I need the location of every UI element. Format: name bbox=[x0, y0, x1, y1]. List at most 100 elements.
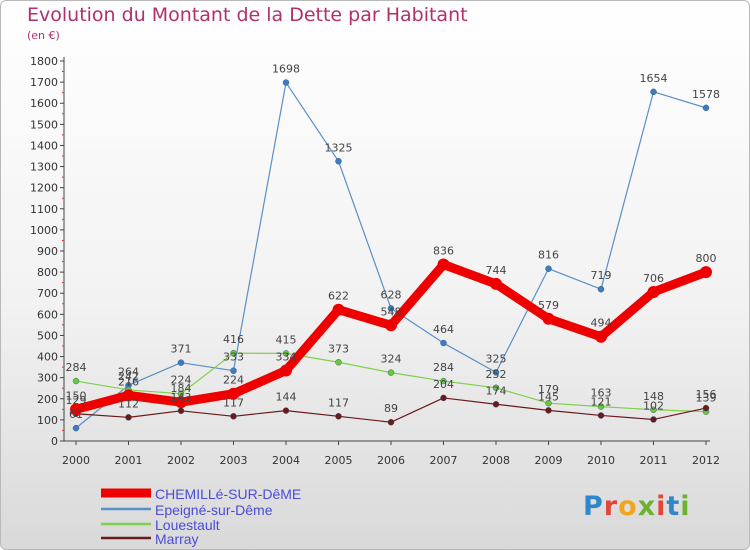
data-point bbox=[702, 104, 710, 112]
legend-label: Louestault bbox=[155, 517, 220, 533]
proxiti-logo: Proxiti bbox=[583, 491, 691, 522]
data-label: 112 bbox=[118, 397, 139, 410]
x-tick-label: 2008 bbox=[482, 454, 510, 467]
y-tick-label: 1600 bbox=[30, 97, 58, 110]
data-point bbox=[545, 407, 552, 414]
x-tick-label: 2007 bbox=[430, 454, 458, 467]
logo-letter: t bbox=[666, 491, 681, 522]
x-tick-label: 2005 bbox=[325, 454, 353, 467]
data-label: 416 bbox=[223, 333, 244, 346]
data-label: 836 bbox=[433, 245, 454, 258]
y-tick-label: 900 bbox=[37, 245, 58, 258]
data-point bbox=[597, 412, 605, 419]
data-point bbox=[440, 339, 447, 347]
data-label: 1654 bbox=[640, 72, 668, 85]
legend-label: Epeigné-sur-Dême bbox=[155, 502, 273, 518]
y-tick-label: 100 bbox=[37, 414, 58, 427]
data-point bbox=[122, 389, 135, 402]
data-label: 284 bbox=[433, 361, 454, 374]
y-tick-label: 0 bbox=[51, 435, 58, 448]
data-label: 204 bbox=[433, 378, 454, 391]
data-point bbox=[702, 404, 710, 412]
data-point bbox=[647, 285, 660, 298]
data-point bbox=[282, 350, 290, 357]
data-point bbox=[282, 407, 290, 414]
data-point bbox=[387, 369, 395, 376]
data-label: 252 bbox=[486, 368, 507, 381]
data-label: 179 bbox=[538, 383, 559, 396]
data-point bbox=[700, 266, 712, 279]
y-tick-label: 1400 bbox=[30, 139, 58, 152]
data-label: 148 bbox=[643, 390, 664, 403]
data-label: 89 bbox=[384, 402, 398, 415]
data-label: 224 bbox=[171, 374, 192, 387]
x-tick-label: 2006 bbox=[377, 454, 405, 467]
data-point bbox=[387, 305, 395, 312]
data-point bbox=[492, 401, 500, 408]
data-label: 816 bbox=[538, 249, 559, 262]
data-point bbox=[545, 400, 552, 407]
data-label: 184 bbox=[171, 382, 192, 395]
y-tick-label: 200 bbox=[37, 393, 58, 406]
data-point bbox=[650, 416, 657, 423]
data-label: 464 bbox=[433, 323, 454, 336]
data-label: 174 bbox=[486, 384, 507, 397]
data-label: 548 bbox=[381, 305, 402, 318]
data-point bbox=[595, 330, 607, 343]
data-point bbox=[597, 403, 605, 410]
x-tick-label: 2012 bbox=[692, 454, 720, 467]
y-tick-label: 400 bbox=[37, 351, 58, 364]
data-point bbox=[230, 413, 237, 420]
data-point bbox=[440, 377, 447, 385]
data-point bbox=[385, 319, 397, 332]
data-label: 102 bbox=[643, 399, 664, 412]
chart-title: Evolution du Montant de la Dette par Hab… bbox=[27, 4, 468, 26]
data-point bbox=[230, 367, 237, 374]
data-point bbox=[492, 384, 500, 391]
data-label: 224 bbox=[223, 374, 244, 387]
data-point bbox=[177, 407, 185, 415]
data-label: 163 bbox=[591, 387, 612, 400]
chart-subtitle: (en €) bbox=[27, 29, 60, 42]
data-label: 117 bbox=[328, 396, 349, 409]
data-point bbox=[490, 277, 502, 290]
data-point bbox=[335, 413, 342, 420]
logo-letter: o bbox=[618, 491, 638, 522]
data-label: 150 bbox=[66, 389, 87, 402]
data-label: 415 bbox=[276, 333, 297, 346]
data-label: 144 bbox=[276, 391, 297, 404]
y-tick-label: 700 bbox=[37, 287, 58, 300]
data-label: 373 bbox=[328, 342, 349, 355]
data-label: 579 bbox=[538, 299, 559, 312]
data-label: 284 bbox=[66, 361, 87, 374]
data-point bbox=[175, 396, 187, 409]
data-label: 156 bbox=[696, 388, 717, 401]
data-label: 61 bbox=[69, 408, 83, 421]
data-label: 324 bbox=[381, 353, 402, 366]
y-tick-label: 1800 bbox=[30, 55, 58, 68]
y-tick-label: 1500 bbox=[30, 118, 58, 131]
data-point bbox=[542, 312, 555, 325]
data-label: 800 bbox=[696, 252, 717, 265]
data-label: 1578 bbox=[692, 88, 720, 101]
data-label: 706 bbox=[643, 272, 664, 285]
data-label: 1325 bbox=[325, 141, 353, 154]
x-tick-label: 2001 bbox=[115, 454, 143, 467]
data-label: 371 bbox=[171, 343, 192, 356]
y-tick-label: 1700 bbox=[30, 76, 58, 89]
x-tick-label: 2003 bbox=[220, 454, 248, 467]
data-point bbox=[387, 419, 395, 426]
data-label: 117 bbox=[223, 396, 244, 409]
data-point bbox=[227, 387, 240, 400]
data-label: 494 bbox=[591, 317, 612, 330]
data-point bbox=[437, 258, 450, 271]
data-point bbox=[650, 406, 657, 413]
data-point bbox=[177, 359, 185, 366]
logo-letter: i bbox=[656, 491, 667, 522]
legend-label: CHEMILLé-SUR-DêME bbox=[155, 486, 301, 502]
data-label: 1698 bbox=[272, 63, 300, 76]
data-label: 333 bbox=[223, 351, 244, 364]
data-point bbox=[125, 414, 132, 421]
